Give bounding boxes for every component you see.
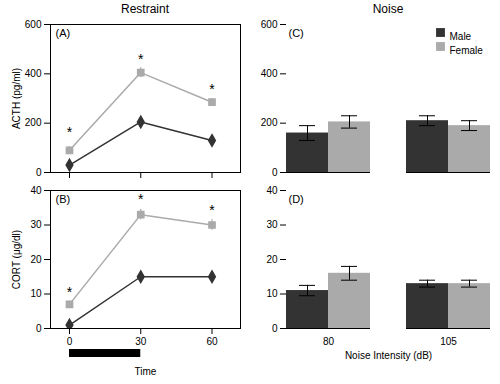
svg-text:600: 600 — [261, 19, 278, 30]
svg-text:40: 40 — [30, 185, 42, 196]
svg-text:105: 105 — [440, 336, 457, 347]
svg-text:0: 0 — [67, 336, 73, 347]
svg-text:0: 0 — [36, 323, 42, 334]
svg-text:600: 600 — [25, 19, 42, 30]
svg-text:*: * — [138, 191, 144, 207]
svg-text:30: 30 — [30, 219, 42, 230]
svg-text:0: 0 — [36, 167, 42, 178]
svg-text:CORT (μg/dl): CORT (μg/dl) — [11, 230, 22, 289]
svg-text:60: 60 — [206, 336, 218, 347]
html-text:Noise: Noise — [372, 2, 404, 16]
svg-text:*: * — [138, 51, 144, 67]
svg-text:*: * — [209, 202, 215, 218]
html-text:Restraint: Restraint — [121, 2, 169, 16]
svg-text:30: 30 — [135, 336, 147, 347]
svg-text:(C): (C) — [289, 27, 304, 39]
svg-text:400: 400 — [261, 68, 278, 79]
svg-text:80: 80 — [323, 336, 335, 347]
svg-text:ACTH (pg/ml): ACTH (pg/ml) — [11, 68, 22, 129]
svg-text:200: 200 — [25, 117, 42, 128]
svg-text:*: * — [67, 124, 73, 140]
svg-text:30: 30 — [266, 219, 278, 230]
svg-text:Male: Male — [450, 31, 472, 42]
svg-text:0: 0 — [272, 167, 278, 178]
svg-text:Female: Female — [450, 45, 484, 56]
svg-text:(A): (A) — [56, 27, 71, 39]
svg-text:10: 10 — [266, 288, 278, 299]
svg-text:40: 40 — [266, 185, 278, 196]
svg-text:20: 20 — [266, 254, 278, 265]
svg-text:20: 20 — [30, 254, 42, 265]
svg-text:(B): (B) — [56, 193, 71, 205]
svg-text:*: * — [67, 284, 73, 300]
svg-text:10: 10 — [30, 288, 42, 299]
svg-text:0: 0 — [272, 323, 278, 334]
svg-text:(D): (D) — [289, 193, 304, 205]
svg-text:Time: Time — [135, 366, 157, 377]
svg-text:400: 400 — [25, 68, 42, 79]
svg-text:200: 200 — [261, 117, 278, 128]
svg-text:Noise Intensity (dB): Noise Intensity (dB) — [345, 350, 432, 361]
svg-text:*: * — [209, 81, 215, 97]
